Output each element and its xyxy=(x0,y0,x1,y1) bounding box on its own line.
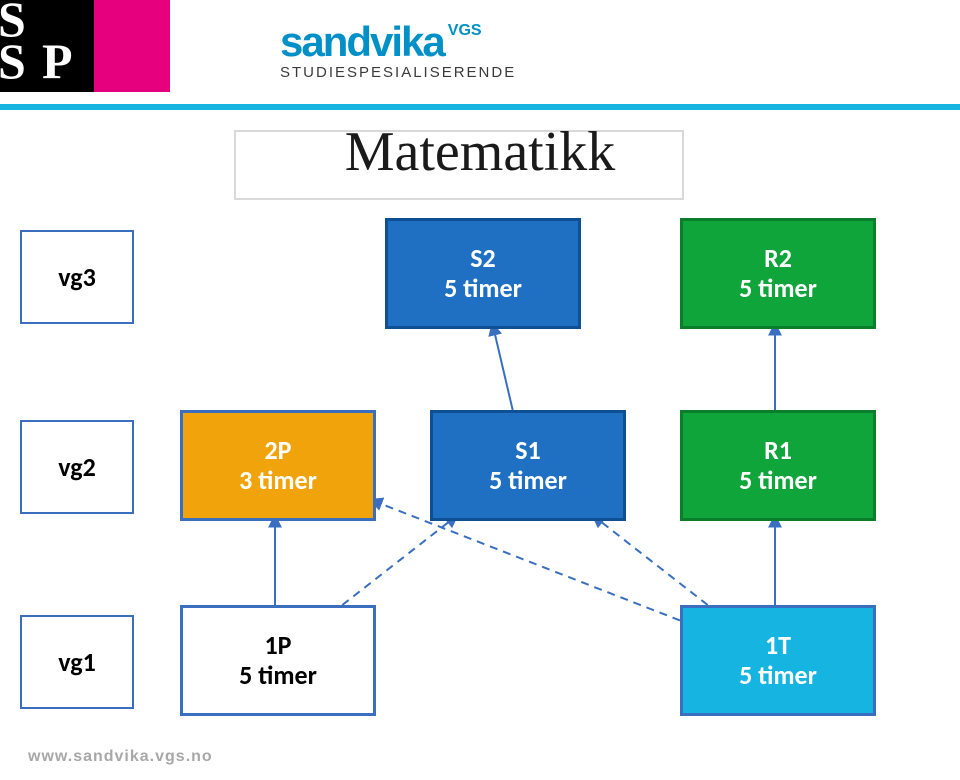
brand-sup-text: VGS xyxy=(448,22,482,39)
logo-letter-p: P xyxy=(42,32,73,90)
node-line1: 2P xyxy=(264,436,291,466)
brand-main-text: sandvika xyxy=(280,18,444,66)
node-S2: S25 timer xyxy=(385,218,581,329)
node-line2: 5 timer xyxy=(444,274,522,304)
node-P1: 1P5 timer xyxy=(180,605,376,716)
node-line1: R1 xyxy=(764,436,792,466)
page-title: Matematikk xyxy=(0,120,960,184)
edge-T1-S1 xyxy=(592,515,707,605)
node-T1: 1T5 timer xyxy=(680,605,876,716)
node-line1: 1T xyxy=(765,631,791,661)
footer-url: www.sandvika.vgs.no xyxy=(28,748,213,766)
node-line2: 5 timer xyxy=(239,661,317,691)
node-line2: 5 timer xyxy=(489,466,567,496)
page-title-text: Matematikk xyxy=(345,121,616,183)
row-label-vg1: vg1 xyxy=(20,615,134,709)
brand-wordmark: sandvikaVGS xyxy=(280,18,478,66)
row-label-vg3: vg3 xyxy=(20,230,134,324)
header-rule xyxy=(0,104,960,110)
node-line1: 1P xyxy=(264,631,291,661)
brand-subtitle: STUDIESPESIALISERENDE xyxy=(280,64,516,81)
node-line2: 5 timer xyxy=(739,274,817,304)
node-R2: R25 timer xyxy=(680,218,876,329)
node-line1: R2 xyxy=(764,244,792,274)
logo-block: S S P xyxy=(0,0,244,92)
logo-letter-s2: S xyxy=(0,32,26,90)
node-R1: R15 timer xyxy=(680,410,876,521)
node-line2: 3 timer xyxy=(239,466,317,496)
node-line2: 5 timer xyxy=(739,661,817,691)
header: S S P sandvikaVGS STUDIESPESIALISERENDE xyxy=(0,0,960,92)
node-P2: 2P3 timer xyxy=(180,410,376,521)
node-line1: S2 xyxy=(470,244,495,274)
edge-P1-S1 xyxy=(342,515,457,605)
row-label-vg2: vg2 xyxy=(20,420,134,514)
edge-S1-S2 xyxy=(492,323,512,410)
logo-magenta-tile xyxy=(94,0,170,92)
node-S1: S15 timer xyxy=(430,410,626,521)
node-line2: 5 timer xyxy=(739,466,817,496)
node-line1: S1 xyxy=(515,436,540,466)
